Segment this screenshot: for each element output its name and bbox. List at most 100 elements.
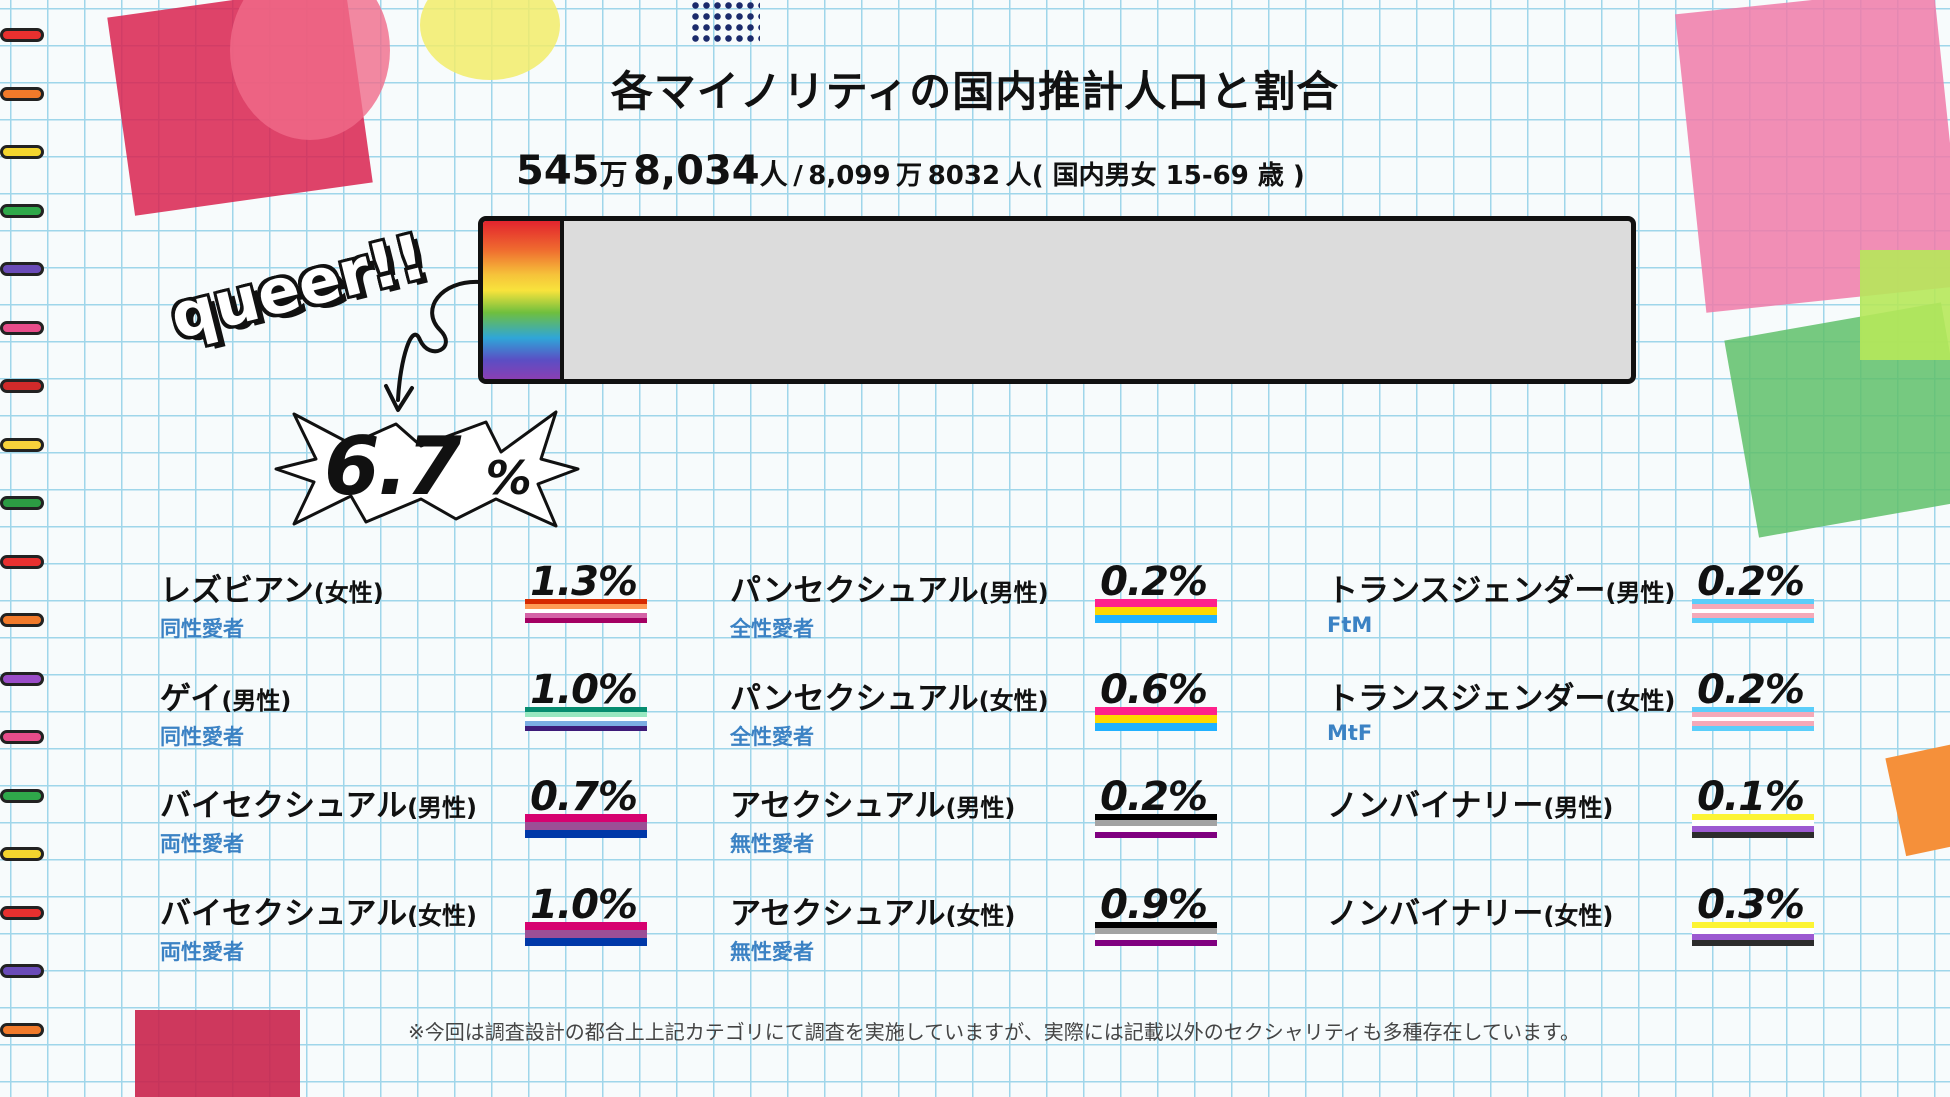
category-subtitle: 全性愛者 — [730, 725, 814, 749]
category-name: ノンバイナリー(女性) — [1327, 888, 1613, 933]
flag-stripe — [1095, 615, 1217, 623]
category-item: パンセクシュアル(女性) 全性愛者 0.6% — [730, 667, 1230, 753]
burst-icon — [274, 410, 580, 528]
category-name: バイセクシュアル(女性) — [160, 888, 477, 933]
category-value: 0.7% — [530, 774, 638, 820]
binding-ring — [0, 379, 44, 393]
flag-stripe — [1692, 826, 1814, 832]
category-item: レズビアン(女性) 同性愛者 1.3% — [160, 559, 660, 645]
pride-flag-icon — [1692, 599, 1814, 623]
flag-stripe — [1095, 928, 1217, 934]
flag-stripe — [1692, 716, 1814, 722]
pride-flag-icon — [1692, 922, 1814, 946]
category-gender: (女性) — [407, 902, 478, 930]
category-value: 0.2% — [1100, 559, 1208, 605]
flag-stripe — [1692, 613, 1814, 619]
category-name: バイセクシュアル(男性) — [160, 780, 477, 825]
flag-stripe — [525, 930, 647, 938]
flag-stripe — [525, 618, 647, 623]
category-item: ノンバイナリー(男性) 0.1% — [1327, 774, 1827, 860]
category-gender: (女性) — [1605, 687, 1676, 715]
category-gender: (男性) — [978, 579, 1049, 607]
flag-stripe — [1095, 707, 1217, 715]
category-subtitle: 無性愛者 — [730, 832, 814, 856]
flag-stripe — [525, 613, 647, 619]
category-gender: (男性) — [221, 687, 292, 715]
pride-flag-icon — [1095, 707, 1217, 731]
binding-ring — [0, 145, 44, 159]
category-name: アセクシュアル(男性) — [730, 780, 1015, 825]
category-gender: (女性) — [313, 579, 384, 607]
pride-flag-icon — [525, 922, 647, 946]
category-subtitle: 無性愛者 — [730, 940, 814, 964]
flag-stripe — [525, 721, 647, 727]
category-gender: (女性) — [978, 687, 1049, 715]
category-value: 1.3% — [530, 559, 638, 605]
flag-stripe — [1095, 723, 1217, 731]
flag-stripe — [1095, 715, 1217, 723]
category-gender: (男性) — [1605, 579, 1676, 607]
category-item: バイセクシュアル(男性) 両性愛者 0.7% — [160, 774, 660, 860]
flag-stripe — [1692, 726, 1814, 731]
binding-ring — [0, 613, 44, 627]
flag-stripe — [525, 707, 647, 712]
pride-flag-icon — [1692, 707, 1814, 731]
binding-ring — [0, 554, 44, 569]
category-item: アセクシュアル(男性) 無性愛者 0.2% — [730, 774, 1230, 860]
flag-stripe — [1095, 599, 1217, 607]
decor-red-bottom-left — [135, 1010, 300, 1097]
decor-dots — [690, 0, 760, 44]
category-gender: (男性) — [1543, 794, 1614, 822]
flag-stripe — [1692, 603, 1814, 609]
flag-stripe — [1692, 721, 1814, 727]
binding-ring — [0, 86, 44, 101]
category-subtitle: 同性愛者 — [160, 725, 244, 749]
footnote: ※今回は調査設計の都合上上記カテゴリにて調査を実施していますが、実際には記載以外… — [408, 1020, 1580, 1044]
total-count-unit: 人 — [1005, 161, 1032, 191]
flag-stripe — [1692, 940, 1814, 946]
flag-stripe — [1692, 814, 1814, 820]
total-count-main: 8,099 — [808, 161, 891, 191]
category-label: ノンバイナリー — [1327, 896, 1544, 932]
pride-flag-icon — [525, 814, 647, 838]
flag-stripe — [525, 726, 647, 731]
decor-orange-right — [1885, 743, 1950, 857]
flag-stripe — [525, 603, 647, 609]
category-subtitle: 両性愛者 — [160, 940, 244, 964]
flag-stripe — [1095, 607, 1217, 615]
flag-stripe — [525, 608, 647, 614]
category-item: ノンバイナリー(女性) 0.3% — [1327, 882, 1827, 968]
category-label: バイセクシュアル — [160, 788, 408, 824]
binding-ring — [0, 320, 44, 335]
flag-stripe — [1692, 711, 1814, 717]
binding-ring — [0, 788, 44, 803]
category-label: パンセクシュアル — [730, 681, 979, 717]
category-label: トランスジェンダー — [1327, 573, 1606, 609]
category-item: トランスジェンダー(女性) MtF 0.2% — [1327, 667, 1827, 753]
category-label: バイセクシュアル — [160, 896, 408, 932]
flag-stripe — [525, 716, 647, 722]
total-count-man: 万 — [896, 161, 923, 191]
category-value: 0.2% — [1697, 559, 1805, 605]
pride-flag-icon — [1095, 922, 1217, 946]
category-label: ノンバイナリー — [1327, 788, 1544, 824]
binding-ring — [0, 905, 44, 920]
curly-arrow-icon — [384, 279, 482, 412]
totals-scope: ( 国内男女 15-69 歳 ) — [1031, 161, 1305, 191]
flag-stripe — [1692, 707, 1814, 712]
category-value: 0.1% — [1697, 774, 1805, 820]
pride-flag-icon — [525, 707, 647, 731]
category-value: 0.2% — [1697, 667, 1805, 713]
category-item: バイセクシュアル(女性) 両性愛者 1.0% — [160, 882, 660, 968]
minority-count-main: 545 — [516, 148, 600, 194]
decor-pink-fan — [230, 0, 390, 140]
binding-ring — [0, 964, 44, 978]
flag-stripe — [525, 814, 647, 822]
category-value: 0.9% — [1100, 882, 1208, 928]
flag-stripe — [1692, 599, 1814, 604]
category-subtitle: 全性愛者 — [730, 617, 814, 641]
category-label: アセクシュアル — [730, 896, 946, 932]
flag-stripe — [525, 711, 647, 717]
category-label: パンセクシュアル — [730, 573, 979, 609]
minority-count-man: 万 — [599, 158, 628, 191]
